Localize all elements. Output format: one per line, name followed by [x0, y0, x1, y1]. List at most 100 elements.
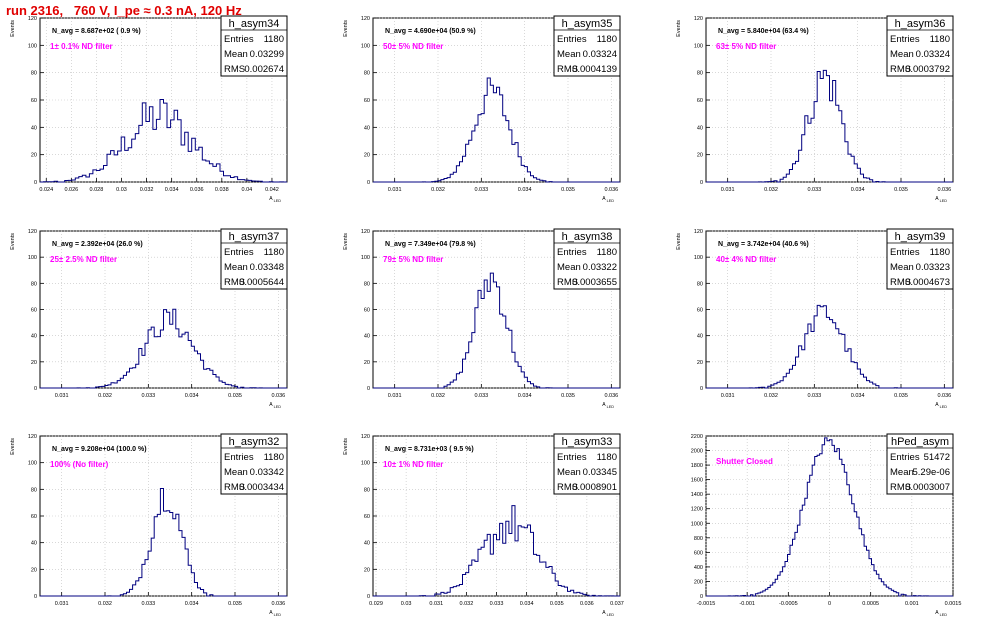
- x-tick-label: 0.034: [518, 393, 532, 399]
- histogram-h_asym37: [40, 308, 287, 389]
- histogram-name: h_asym36: [895, 18, 946, 30]
- y-tick-label: 120: [28, 16, 37, 22]
- filter-annotation: 1± 0.1% ND filter: [50, 42, 113, 51]
- histogram-h_asym36: [706, 69, 953, 183]
- y-tick-label: 60: [364, 514, 370, 520]
- y-tick-label: 1400: [691, 492, 703, 498]
- histogram-name: h_asym34: [229, 18, 280, 30]
- stats-value: 0.0003655: [572, 277, 617, 288]
- stats-label: Mean: [557, 467, 581, 478]
- y-tick-label: 2000: [691, 449, 703, 455]
- x-tick-label: 0.0005: [862, 601, 879, 607]
- stats-box: h_asym33 Entries 1180 Mean 0.03345 RMS0.00089…: [553, 433, 621, 495]
- x-tick-label: 0.034: [185, 393, 199, 399]
- y-tick-label: 20: [697, 153, 703, 159]
- x-tick-label: 0.032: [140, 187, 154, 193]
- y-tick-label: 1800: [691, 463, 703, 469]
- stats-value: 1180: [930, 34, 950, 45]
- stats-box: hPed_asym Entries 51472 Mean5.29e-06RMS0.00…: [886, 433, 954, 495]
- x-tick-label: 0.034: [518, 187, 532, 193]
- panel-h_asym37: 0.031 0.032 0.033 0.034 0.035 0.036 0 20 40 60 80 1…: [10, 228, 288, 409]
- stats-value: 0.002674: [244, 64, 284, 75]
- y-tick-label: 40: [364, 541, 370, 547]
- y-tick-label: 800: [694, 536, 703, 542]
- y-tick-label: 0: [367, 180, 370, 186]
- y-tick-label: 40: [697, 125, 703, 131]
- x-tick-label: 0.024: [39, 187, 53, 193]
- x-tick-label: 0.031: [388, 393, 402, 399]
- x-tick-label: 0.031: [55, 601, 69, 607]
- x-tick-label: 0.034: [851, 393, 865, 399]
- stats-value: 1180: [930, 247, 950, 258]
- y-tick-label: 120: [28, 434, 37, 440]
- x-tick-label: 0.032: [764, 187, 778, 193]
- x-tick-label: 0.033: [141, 601, 155, 607]
- stats-value: 1180: [597, 34, 617, 45]
- panel-h_asym33: 0.029 0.03 0.031 0.032 0.033 0.034 0.035 0.036 0…: [343, 433, 624, 617]
- x-axis-title: A LED: [269, 196, 281, 203]
- x-tick-label: 0.033: [807, 393, 821, 399]
- y-tick-label: 0: [367, 386, 370, 392]
- y-tick-label: 400: [694, 565, 703, 571]
- n-avg-label: N_avg = 4.690e+04 (50.9 %): [385, 28, 476, 35]
- stats-value: 1180: [264, 247, 284, 258]
- y-tick-label: 100: [361, 461, 370, 467]
- y-tick-label: 60: [31, 98, 37, 104]
- filter-annotation: 100% (No filter): [50, 460, 109, 469]
- x-tick-label: 0.031: [721, 393, 735, 399]
- y-tick-label: 20: [31, 153, 37, 159]
- x-tick-label: 0.034: [185, 601, 199, 607]
- x-tick-label: 0.03: [401, 601, 412, 607]
- stats-value: 0.0004139: [572, 64, 617, 75]
- x-tick-label: 0.032: [459, 601, 473, 607]
- y-tick-label: 80: [364, 71, 370, 77]
- stats-label: RMS: [890, 482, 911, 493]
- x-axis-title: A LED: [935, 196, 947, 203]
- x-tick-label: 0.03: [116, 187, 127, 193]
- y-tick-label: 20: [364, 153, 370, 159]
- y-tick-label: 40: [31, 125, 37, 131]
- stats-value: 0.03322: [583, 262, 617, 273]
- x-axis-title: A LED: [935, 402, 947, 409]
- y-tick-label: 120: [361, 434, 370, 440]
- stats-box: h_asym37 Entries 1180 Mean 0.03348 RMS0.00056…: [220, 228, 288, 290]
- panel-hPed_asym: -0.0015 -0.001 -0.0005 0 0.0005 0.001 0.0015 0 2…: [691, 433, 961, 617]
- stats-label: Entries: [557, 247, 587, 258]
- x-tick-label: 0.033: [474, 393, 488, 399]
- stats-value: 1180: [597, 247, 617, 258]
- x-tick-label: 0.036: [604, 187, 618, 193]
- stats-value: 0.03323: [916, 262, 950, 273]
- y-tick-label: 120: [694, 229, 703, 235]
- y-tick-label: 0: [700, 386, 703, 392]
- histogram-h_asym32: [40, 488, 287, 597]
- y-axis-title: Events: [10, 438, 16, 455]
- run-title: run 2316, 760 V, I_pe ≈ 0.3 nA, 120 Hz: [6, 3, 242, 18]
- stats-label: RMS: [557, 482, 578, 493]
- n-avg-label: N_avg = 3.742e+04 (40.6 %): [718, 241, 809, 248]
- stats-label: Mean: [224, 467, 248, 478]
- x-tick-label: 0.035: [550, 601, 564, 607]
- x-tick-label: -0.0005: [779, 601, 798, 607]
- stats-label: RMS: [890, 277, 911, 288]
- y-axis-title: Events: [676, 233, 682, 250]
- n-avg-label: N_avg = 9.208e+04 (100.0 %): [52, 446, 147, 453]
- filter-annotation: 10± 1% ND filter: [383, 460, 443, 469]
- histogram-name: h_asym37: [229, 231, 280, 243]
- stats-value: 51472: [924, 452, 950, 463]
- x-tick-label: 0.036: [271, 601, 285, 607]
- y-tick-label: 40: [364, 334, 370, 340]
- y-axis-title: Events: [676, 20, 682, 37]
- n-avg-label: N_avg = 8.731e+03 ( 9.5 %): [385, 446, 474, 453]
- histogram-name: h_asym32: [229, 436, 280, 448]
- stats-value: 0.03342: [250, 467, 284, 478]
- stats-box: h_asym36 Entries 1180 Mean 0.03324 RMS0.00037…: [886, 15, 954, 77]
- x-tick-label: 0.034: [165, 187, 179, 193]
- stats-label: Entries: [890, 34, 920, 45]
- x-tick-label: 0.035: [561, 187, 575, 193]
- y-tick-label: 120: [361, 229, 370, 235]
- stats-value: 0.03299: [250, 49, 284, 60]
- y-tick-label: 1600: [691, 478, 703, 484]
- y-axis-title: Events: [343, 438, 349, 455]
- histogram-h_asym38: [373, 272, 620, 389]
- x-tick-label: 0.026: [64, 187, 78, 193]
